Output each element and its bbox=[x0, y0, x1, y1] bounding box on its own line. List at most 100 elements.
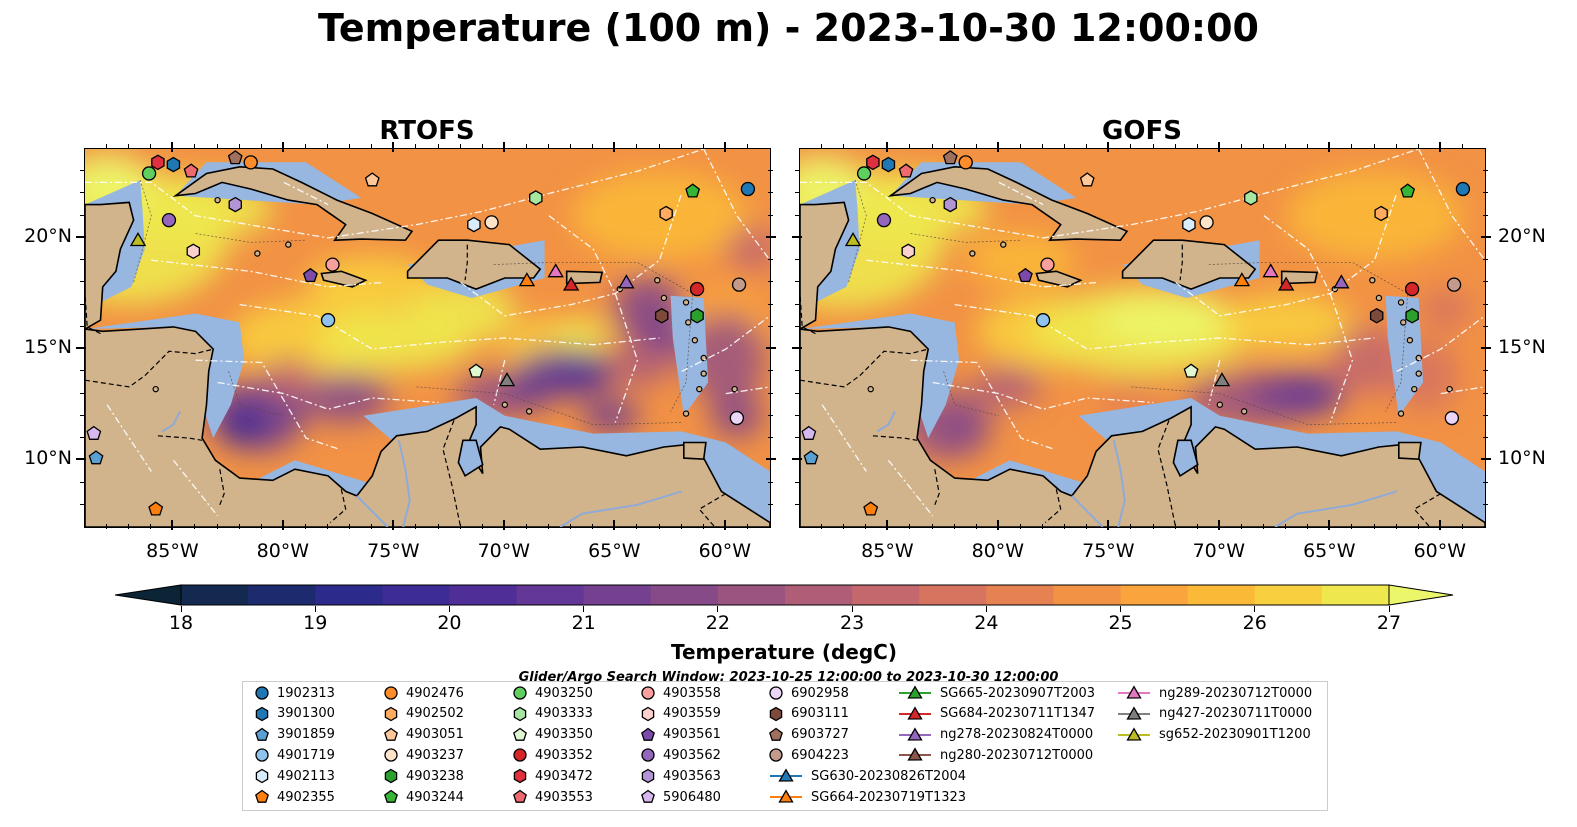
eez-boundary bbox=[548, 215, 639, 423]
marker-4903238 bbox=[690, 307, 704, 324]
land-trinidad bbox=[1397, 441, 1422, 461]
lon-minor-tick bbox=[1461, 524, 1463, 529]
marker-5906480 bbox=[86, 425, 102, 440]
pentagon-marker-icon bbox=[384, 789, 398, 803]
isobath-1000m bbox=[416, 386, 682, 426]
lat-minor-tick bbox=[795, 437, 800, 439]
lat-minor-tick bbox=[768, 192, 773, 194]
lon-minor-tick-top bbox=[821, 144, 823, 149]
eez-boundary bbox=[703, 149, 770, 261]
island bbox=[152, 385, 159, 393]
map-gofs bbox=[799, 148, 1486, 528]
panel-title-gofs: GOFS bbox=[1102, 116, 1182, 146]
marker-4903352 bbox=[689, 281, 705, 297]
marker-3901300 bbox=[166, 156, 181, 173]
lat-minor-tick bbox=[795, 370, 800, 372]
marker-6903111 bbox=[654, 307, 669, 324]
pentagon-marker-icon bbox=[513, 727, 527, 741]
legend-item: 4903250 bbox=[513, 683, 593, 703]
legend-label: sg652-20230901T1200 bbox=[1159, 727, 1311, 743]
legend-item: 6903727 bbox=[769, 725, 849, 745]
eez-boundary bbox=[172, 459, 219, 517]
marker-4903472 bbox=[151, 154, 165, 171]
river bbox=[876, 410, 896, 433]
legend-label: 4902113 bbox=[277, 768, 335, 784]
pentagon-marker-icon bbox=[255, 727, 269, 741]
temperature-anomaly bbox=[582, 398, 640, 434]
lat-minor-tick bbox=[768, 303, 773, 305]
lon-tick-mark bbox=[886, 520, 889, 530]
lat-tick-label-right: 20°N bbox=[1498, 224, 1546, 247]
legend-item: SG665-20230907T2003 bbox=[898, 683, 1095, 703]
marker-4903237 bbox=[1199, 215, 1214, 230]
colorbar-tick-label: 26 bbox=[1242, 612, 1267, 634]
colorbar-tick-mark bbox=[314, 606, 316, 612]
marker-4903333 bbox=[1244, 190, 1258, 206]
marker-4903051 bbox=[364, 172, 380, 187]
lat-tick-label: 20°N bbox=[24, 224, 72, 247]
marker-3901859 bbox=[803, 450, 819, 465]
river bbox=[1274, 490, 1397, 527]
land-jamaica bbox=[320, 270, 368, 288]
lon-tick-label: 65°W bbox=[1303, 540, 1356, 562]
eez-boundary bbox=[106, 404, 152, 472]
lat-minor-tick bbox=[795, 303, 800, 305]
lon-minor-tick bbox=[437, 524, 439, 529]
pentagon-marker-icon bbox=[641, 789, 655, 803]
lon-minor-tick bbox=[1395, 524, 1397, 529]
lon-minor-tick-top bbox=[1395, 144, 1397, 149]
legend-marker bbox=[641, 768, 655, 784]
lat-tick-label: 15°N bbox=[24, 336, 72, 359]
eez-boundary bbox=[998, 181, 1044, 206]
marker-ng427-20230711T0000 bbox=[498, 372, 516, 387]
lon-minor-tick-top bbox=[1019, 144, 1021, 149]
triangle-marker-icon bbox=[1118, 685, 1150, 699]
triangle-marker-icon bbox=[899, 685, 931, 699]
colorbar-segment bbox=[1120, 585, 1189, 605]
lon-minor-tick bbox=[128, 524, 130, 529]
legend-label: ng289-20230712T0000 bbox=[1159, 685, 1313, 701]
island bbox=[1216, 401, 1224, 408]
temperature-anomaly bbox=[226, 420, 253, 443]
legend-label: ng278-20230824T0000 bbox=[940, 727, 1094, 743]
lat-minor-tick bbox=[80, 281, 85, 283]
eez-boundary bbox=[217, 381, 439, 410]
colorbar-tick-mark bbox=[1254, 606, 1256, 612]
legend-item: 4903237 bbox=[384, 745, 464, 765]
legend-marker bbox=[255, 686, 269, 700]
colorbar bbox=[115, 584, 1454, 606]
lat-minor-tick bbox=[80, 192, 85, 194]
lon-minor-tick-top bbox=[570, 144, 572, 149]
country-border bbox=[934, 469, 940, 506]
river bbox=[161, 410, 181, 433]
island bbox=[731, 385, 738, 393]
lon-minor-tick bbox=[1064, 524, 1066, 529]
lon-tick-label: 70°W bbox=[477, 540, 531, 562]
island bbox=[682, 299, 690, 306]
temperature-anomaly bbox=[305, 255, 439, 310]
legend-item: 5906480 bbox=[641, 787, 721, 807]
lon-minor-tick-top bbox=[437, 144, 439, 149]
isobath-1000m bbox=[1131, 386, 1397, 426]
colorbar-tick-label: 20 bbox=[437, 612, 462, 634]
lon-minor-tick bbox=[304, 524, 306, 529]
map-rtofs bbox=[84, 148, 771, 528]
lon-tick-mark bbox=[502, 520, 505, 530]
lon-minor-tick-top bbox=[909, 144, 911, 149]
lon-minor-tick-top bbox=[953, 144, 955, 149]
legend-item: 4902355 bbox=[255, 787, 335, 807]
lat-minor-tick bbox=[1483, 303, 1488, 305]
lon-minor-tick-top bbox=[1373, 144, 1375, 149]
marker-4902476 bbox=[958, 155, 973, 170]
legend-label: SG665-20230907T2003 bbox=[940, 685, 1096, 701]
lat-minor-tick bbox=[768, 259, 773, 261]
legend-item: 4901719 bbox=[255, 745, 335, 765]
lon-minor-tick bbox=[1285, 524, 1287, 529]
hexagon-marker-icon bbox=[641, 706, 655, 722]
marker-4903250 bbox=[141, 166, 157, 181]
isobath-1000m bbox=[133, 179, 152, 283]
lon-minor-tick bbox=[1086, 524, 1088, 529]
pentagon-marker-icon bbox=[769, 727, 783, 741]
lon-minor-tick-top bbox=[702, 144, 704, 149]
legend-item: 3901859 bbox=[255, 725, 335, 745]
